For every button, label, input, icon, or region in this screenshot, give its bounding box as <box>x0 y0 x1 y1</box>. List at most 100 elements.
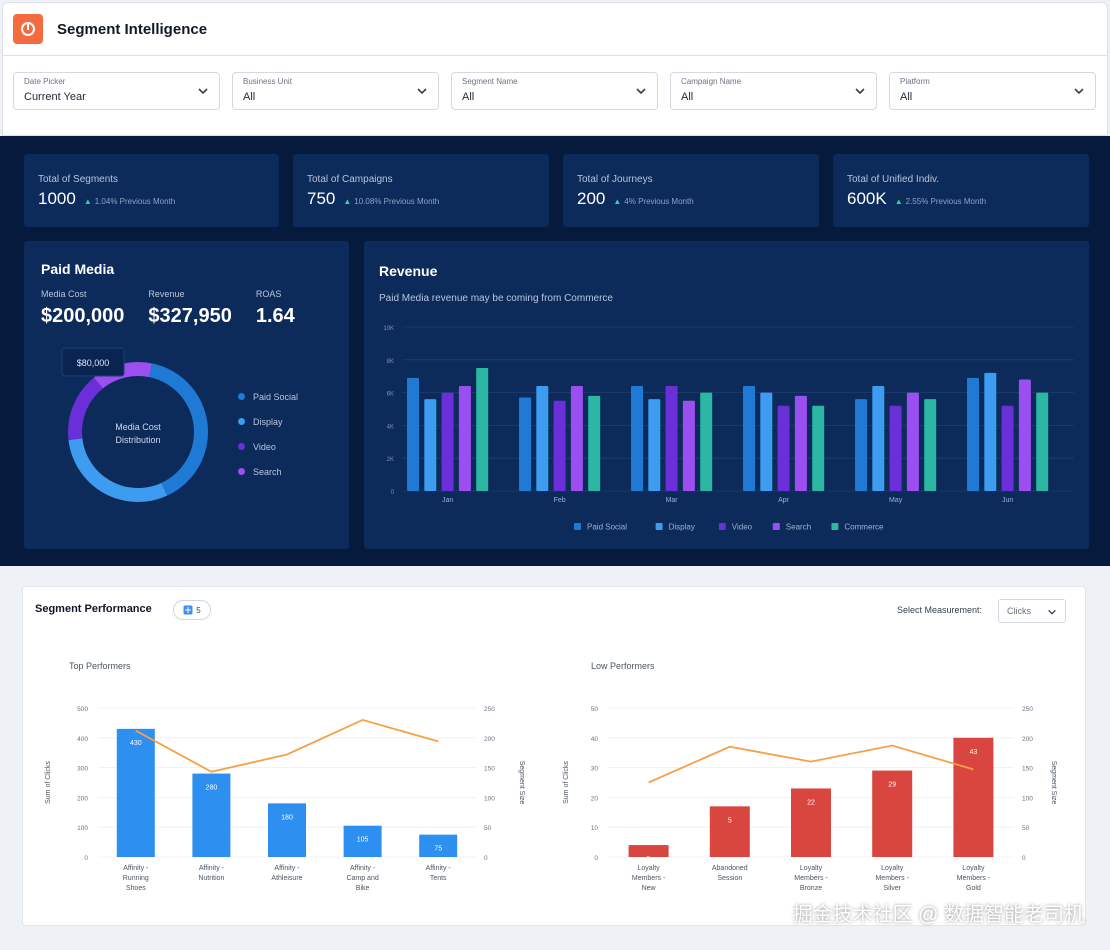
legend-dot-icon <box>238 418 245 425</box>
kpi-trend-text: 4% Previous Month <box>624 197 694 206</box>
y-tick-label: 20 <box>591 795 599 802</box>
bar-value-label: 5 <box>647 856 651 863</box>
bar-search-apr[interactable] <box>794 395 807 491</box>
bar-paid-social-jan[interactable] <box>407 377 419 491</box>
bar-affinity-camp-and-bike[interactable] <box>343 825 382 857</box>
bar-loyalty-members-gold[interactable] <box>953 737 994 857</box>
revenue-bar-chart[interactable]: 0 2K 4K 6K 8K 10K Jan Feb Mar Apr May Jun Paid Socia… <box>364 310 1089 545</box>
segment-size-line[interactable] <box>648 744 974 784</box>
y2-tick-label: 250 <box>1022 706 1033 713</box>
filter-platform[interactable]: Platform All <box>889 72 1096 110</box>
bar-search-jun[interactable] <box>1018 379 1031 491</box>
legend-item-video[interactable]: Video <box>238 434 298 459</box>
bar-paid-social-may[interactable] <box>855 399 867 491</box>
app-title: Segment Intelligence <box>57 20 208 38</box>
bar-display-jan[interactable] <box>424 399 437 491</box>
app-header: Segment Intelligence <box>2 2 1108 56</box>
kpi-card-segments[interactable]: Total of Segments 1000 ▲ 1.04% Previous M… <box>24 154 279 227</box>
legend-item-search[interactable]: Search <box>238 459 298 484</box>
bar-affinity-running-shoes[interactable] <box>116 728 155 857</box>
donut-slice-video[interactable] <box>68 377 103 440</box>
x-tick-label: Jan <box>442 497 453 504</box>
x-tick-label: Gold <box>966 885 981 892</box>
segment-size-line[interactable] <box>135 718 439 773</box>
bar-search-feb[interactable] <box>570 386 583 491</box>
donut-slice-paid-social[interactable] <box>149 363 208 496</box>
low-performers-chart[interactable]: 0 10 20 30 40 50 0 50 100 150 200 250 Sum of Clicks S… <box>552 690 1062 910</box>
kpi-card-campaigns[interactable]: Total of Campaigns 750 ▲ 10.08% Previous … <box>293 154 549 227</box>
legend-label-paid-social[interactable]: Paid Social <box>587 523 627 532</box>
bar-commerce-may[interactable] <box>924 399 937 491</box>
legend-item-display[interactable]: Display <box>238 409 298 434</box>
bar-loyalty-members-bronze[interactable] <box>791 788 831 857</box>
legend-label-video[interactable]: Video <box>732 523 753 532</box>
bar-video-apr[interactable] <box>777 405 790 491</box>
bar-video-feb[interactable] <box>553 400 566 491</box>
bar-loyalty-members-silver[interactable] <box>872 770 913 857</box>
bar-paid-social-apr[interactable] <box>743 386 755 491</box>
bar-commerce-feb[interactable] <box>588 395 601 491</box>
bar-search-jan[interactable] <box>458 386 471 491</box>
filter-campaign-name[interactable]: Campaign Name All <box>670 72 877 110</box>
bar-search-mar[interactable] <box>682 400 695 491</box>
bar-commerce-jun[interactable] <box>1036 392 1049 491</box>
bar-display-may[interactable] <box>872 386 885 491</box>
bar-paid-social-mar[interactable] <box>631 386 643 491</box>
x-tick-label: Silver <box>883 885 901 892</box>
bar-video-jan[interactable] <box>441 392 454 491</box>
donut-center-label-2: Distribution <box>115 435 160 445</box>
y-tick-label: 500 <box>77 706 88 713</box>
segment-count-badge[interactable]: 5 <box>173 600 211 620</box>
filter-date-picker[interactable]: Date Picker Current Year <box>13 72 220 110</box>
media-cost-donut-chart[interactable]: Media Cost Distribution $80,000 <box>52 340 232 520</box>
bar-paid-social-jun[interactable] <box>967 377 979 491</box>
bar-affinity-nutrition[interactable] <box>192 773 231 857</box>
bar-value-label: 5 <box>728 817 732 824</box>
filter-business-unit[interactable]: Business Unit All <box>232 72 439 110</box>
x-tick-label: Bike <box>356 885 370 892</box>
y2-tick-label: 200 <box>1022 736 1033 743</box>
kpi-card-journeys[interactable]: Total of Journeys 200 ▲ 4% Previous Month <box>563 154 819 227</box>
bar-video-jun[interactable] <box>1001 405 1014 491</box>
bar-display-apr[interactable] <box>760 392 773 491</box>
metric-label: ROAS <box>255 289 282 299</box>
x-tick-label: Loyalty <box>800 865 823 872</box>
y-tick-label: 10K <box>383 326 394 332</box>
metric-label: Media Cost <box>41 289 87 299</box>
x-tick-label: Loyalty <box>881 865 904 872</box>
bar-display-jun[interactable] <box>984 372 997 491</box>
legend-label-commerce[interactable]: Commerce <box>844 523 884 532</box>
donut-slice-display[interactable] <box>68 438 168 502</box>
bar-search-may[interactable] <box>906 392 919 491</box>
kpi-trend-text: 2.55% Previous Month <box>905 197 987 206</box>
filter-segment-name[interactable]: Segment Name All <box>451 72 658 110</box>
y2-tick-label: 0 <box>1022 855 1026 862</box>
kpi-card-unified-individuals[interactable]: Total of Unified Indiv. 600K ▲ 2.55% Prev… <box>833 154 1089 227</box>
legend-item-paid-social[interactable]: Paid Social <box>238 384 298 409</box>
top-performers-chart[interactable]: 0 100 200 300 400 500 0 50 100 150 200 250 Sum of Cl… <box>30 690 530 910</box>
bar-paid-social-feb[interactable] <box>519 397 531 491</box>
y2-tick-label: 200 <box>484 736 495 743</box>
bar-affinity-tents[interactable] <box>419 834 458 857</box>
legend-label-display[interactable]: Display <box>669 523 695 532</box>
bar-display-mar[interactable] <box>648 399 661 491</box>
bar-commerce-apr[interactable] <box>812 405 825 491</box>
y-axis-label: Sum of Clicks <box>563 761 570 804</box>
measurement-select[interactable]: Clicks <box>998 599 1066 623</box>
y-tick-label: 10 <box>591 825 599 832</box>
bar-commerce-jan[interactable] <box>476 368 489 491</box>
y2-axis-label: Segment Size <box>1050 761 1057 805</box>
bar-display-feb[interactable] <box>536 386 549 491</box>
chevron-down-icon <box>636 88 646 95</box>
bar-video-mar[interactable] <box>665 386 678 491</box>
bar-video-may[interactable] <box>889 405 902 491</box>
bar-loyalty-members-new[interactable] <box>628 845 669 857</box>
legend-label: Search <box>253 466 282 477</box>
bar-abandoned-session[interactable] <box>709 806 750 857</box>
bar-affinity-athleisure[interactable] <box>268 803 306 857</box>
app-logo-icon[interactable] <box>13 14 43 44</box>
legend-label: Display <box>253 416 283 427</box>
legend-label-search[interactable]: Search <box>786 523 811 532</box>
legend-swatch-icon <box>574 523 581 530</box>
bar-commerce-mar[interactable] <box>700 392 713 491</box>
